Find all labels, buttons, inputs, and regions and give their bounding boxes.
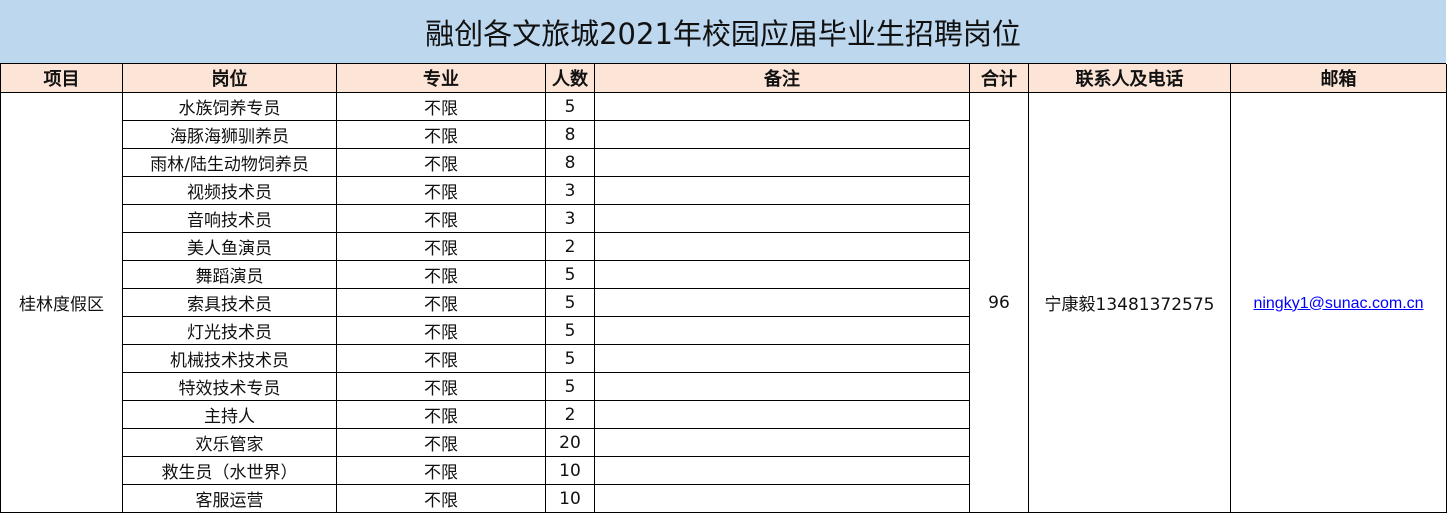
position-cell[interactable]: 舞蹈演员 — [122, 260, 337, 289]
table-row: 桂林度假区 水族饲养专员 不限 5 96 宁康毅13481372575 ningky1@su… — [0, 92, 1447, 513]
major-cell[interactable]: 不限 — [336, 288, 546, 317]
count-cell[interactable]: 8 — [545, 148, 595, 177]
total-cell[interactable]: 96 — [969, 92, 1029, 513]
header-note[interactable]: 备注 — [594, 64, 970, 93]
table-row: 音响技术员 不限 3 — [1, 204, 1447, 233]
major-cell[interactable]: 不限 — [336, 176, 546, 205]
position-cell[interactable]: 音响技术员 — [122, 204, 337, 233]
header-major[interactable]: 专业 — [336, 64, 546, 93]
major-cell[interactable]: 不限 — [336, 120, 546, 149]
count-cell[interactable]: 10 — [545, 456, 595, 485]
major-cell[interactable]: 不限 — [336, 484, 546, 513]
note-cell[interactable] — [594, 176, 970, 205]
table-row: 特效技术专员 不限 5 — [1, 372, 1447, 401]
table-row: 客服运营 不限 10 — [1, 484, 1447, 513]
position-cell[interactable]: 主持人 — [122, 400, 337, 429]
note-cell[interactable] — [594, 316, 970, 345]
header-position[interactable]: 岗位 — [122, 64, 337, 93]
note-cell[interactable] — [594, 92, 970, 121]
table-row: 主持人 不限 2 — [1, 400, 1447, 429]
major-cell[interactable]: 不限 — [336, 344, 546, 373]
table-row: 视频技术员 不限 3 — [1, 176, 1447, 205]
major-cell[interactable]: 不限 — [336, 204, 546, 233]
table-row: 雨林/陆生动物饲养员 不限 8 — [1, 148, 1447, 177]
major-cell[interactable]: 不限 — [336, 260, 546, 289]
note-cell[interactable] — [594, 428, 970, 457]
count-cell[interactable]: 5 — [545, 372, 595, 401]
count-cell[interactable]: 20 — [545, 428, 595, 457]
note-cell[interactable] — [594, 148, 970, 177]
email-link[interactable]: ningky1@sunac.com.cn — [1253, 294, 1424, 312]
sheet-title: 融创各文旅城2021年校园应届毕业生招聘岗位 — [0, 0, 1446, 64]
major-cell[interactable]: 不限 — [336, 400, 546, 429]
note-cell[interactable] — [594, 232, 970, 261]
note-cell[interactable] — [594, 372, 970, 401]
note-cell[interactable] — [594, 344, 970, 373]
count-cell[interactable]: 5 — [545, 344, 595, 373]
count-cell[interactable]: 5 — [545, 260, 595, 289]
position-cell[interactable]: 水族饲养专员 — [122, 92, 337, 121]
position-cell[interactable]: 欢乐管家 — [122, 428, 337, 457]
position-cell[interactable]: 海豚海狮驯养员 — [122, 120, 337, 149]
table-row: 欢乐管家 不限 20 — [1, 428, 1447, 457]
header-count[interactable]: 人数 — [545, 64, 595, 93]
note-cell[interactable] — [594, 120, 970, 149]
header-row: 项目 岗位 专业 人数 备注 合计 联系人及电话 邮箱 — [0, 64, 1447, 93]
header-contact[interactable]: 联系人及电话 — [1028, 64, 1231, 93]
table-row: 救生员（水世界） 不限 10 — [1, 456, 1447, 485]
major-cell[interactable]: 不限 — [336, 316, 546, 345]
position-cell[interactable]: 特效技术专员 — [122, 372, 337, 401]
contact-cell[interactable]: 宁康毅13481372575 — [1028, 92, 1231, 513]
major-cell[interactable]: 不限 — [336, 456, 546, 485]
header-project[interactable]: 项目 — [0, 64, 123, 93]
position-cell[interactable]: 机械技术技术员 — [122, 344, 337, 373]
header-total[interactable]: 合计 — [969, 64, 1029, 93]
count-cell[interactable]: 2 — [545, 232, 595, 261]
table-row: 机械技术技术员 不限 5 — [1, 344, 1447, 373]
count-cell[interactable]: 5 — [545, 316, 595, 345]
count-cell[interactable]: 5 — [545, 92, 595, 121]
note-cell[interactable] — [594, 484, 970, 513]
major-cell[interactable]: 不限 — [336, 92, 546, 121]
position-cell[interactable]: 雨林/陆生动物饲养员 — [122, 148, 337, 177]
note-cell[interactable] — [594, 288, 970, 317]
note-cell[interactable] — [594, 456, 970, 485]
table-row: 灯光技术员 不限 5 — [1, 316, 1447, 345]
header-email[interactable]: 邮箱 — [1230, 64, 1447, 93]
position-cell[interactable]: 客服运营 — [122, 484, 337, 513]
position-cell[interactable]: 视频技术员 — [122, 176, 337, 205]
count-cell[interactable]: 2 — [545, 400, 595, 429]
major-cell[interactable]: 不限 — [336, 232, 546, 261]
table-row: 索具技术员 不限 5 — [1, 288, 1447, 317]
count-cell[interactable]: 5 — [545, 288, 595, 317]
note-cell[interactable] — [594, 204, 970, 233]
count-cell[interactable]: 10 — [545, 484, 595, 513]
position-cell[interactable]: 美人鱼演员 — [122, 232, 337, 261]
count-cell[interactable]: 8 — [545, 120, 595, 149]
table-row: 美人鱼演员 不限 2 — [1, 232, 1447, 261]
count-cell[interactable]: 3 — [545, 176, 595, 205]
position-cell[interactable]: 救生员（水世界） — [122, 456, 337, 485]
position-cell[interactable]: 灯光技术员 — [122, 316, 337, 345]
major-cell[interactable]: 不限 — [336, 372, 546, 401]
major-cell[interactable]: 不限 — [336, 148, 546, 177]
note-cell[interactable] — [594, 260, 970, 289]
project-cell[interactable]: 桂林度假区 — [0, 92, 123, 513]
email-cell[interactable]: ningky1@sunac.com.cn — [1230, 92, 1447, 513]
note-cell[interactable] — [594, 400, 970, 429]
table-row: 海豚海狮驯养员 不限 8 — [1, 120, 1447, 149]
count-cell[interactable]: 3 — [545, 204, 595, 233]
positions-table: 项目 岗位 专业 人数 备注 合计 联系人及电话 邮箱 桂林度假区 水族饲养专员不… — [0, 64, 1447, 513]
major-cell[interactable]: 不限 — [336, 428, 546, 457]
position-cell[interactable]: 索具技术员 — [122, 288, 337, 317]
